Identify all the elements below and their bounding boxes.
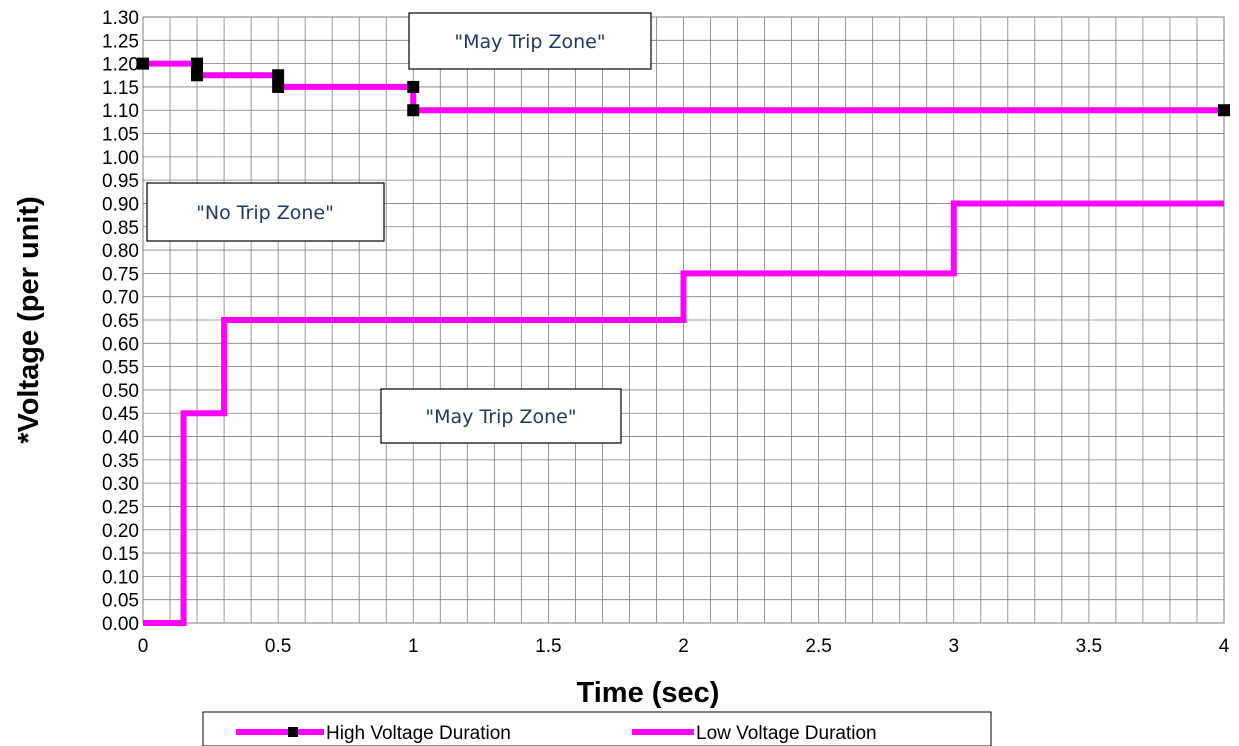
- y-tick-label: 0.80: [102, 241, 139, 262]
- legend-marker-high-voltage: [288, 727, 298, 737]
- legend-label-low-voltage: Low Voltage Duration: [696, 723, 877, 744]
- y-tick-labels: 0.000.05 0.100.150.20 0.250.300.350.40 0.45…: [102, 8, 139, 635]
- y-tick-label: 0.60: [102, 334, 139, 355]
- x-tick-label: 3: [948, 636, 959, 657]
- y-tick-label: 1.20: [102, 55, 139, 76]
- x-axis-title: Time (sec): [577, 677, 720, 709]
- y-tick-label: 0.05: [102, 591, 139, 612]
- y-tick-label: 0.35: [102, 451, 139, 472]
- y-tick-label: 0.85: [102, 218, 139, 239]
- series-layer: [137, 57, 1230, 626]
- x-tick-label: 2: [678, 636, 689, 657]
- y-tick-label: 1.25: [102, 31, 139, 52]
- y-tick-label: 0.95: [102, 171, 139, 192]
- series-point-high-voltage: [1218, 104, 1230, 117]
- legend: High Voltage Duration Low Voltage Durati…: [202, 711, 992, 746]
- series-point-high-voltage: [272, 80, 285, 93]
- x-tick-label: 3.5: [1076, 636, 1102, 657]
- y-tick-label: 0.50: [102, 381, 139, 402]
- x-tick-label: 1.5: [535, 636, 561, 657]
- x-tick-labels: 0 0.5 1 1.5 2 2.5 3 3.5 4: [138, 636, 1230, 657]
- y-tick-label: 0.40: [102, 428, 139, 449]
- y-tick-label: 0.55: [102, 358, 139, 379]
- y-tick-label: 0.15: [102, 544, 139, 565]
- legend-item-low-voltage: Low Voltage Duration: [632, 723, 877, 744]
- series-point-high-voltage: [137, 57, 149, 70]
- annotation-may-trip-upper: "May Trip Zone": [408, 12, 652, 70]
- series-point-high-voltage: [191, 69, 204, 82]
- y-tick-label: 0.45: [102, 404, 139, 425]
- y-axis-title: *Voltage (per unit): [13, 196, 45, 444]
- annotation-text-1: "May Trip Zone": [454, 31, 605, 53]
- y-tick-label: 0.90: [102, 194, 139, 215]
- series-point-high-voltage: [272, 69, 285, 82]
- legend-item-high-voltage: High Voltage Duration: [236, 723, 511, 744]
- series-line-low-voltage: [143, 200, 1224, 626]
- annotation-no-trip: "No Trip Zone": [146, 182, 385, 242]
- series-point-high-voltage: [191, 57, 204, 70]
- y-tick-label: 1.10: [102, 101, 139, 122]
- series-point-high-voltage: [407, 80, 420, 93]
- annotation-may-trip-lower: "May Trip Zone": [380, 388, 622, 444]
- annotation-text-3: "May Trip Zone": [425, 406, 576, 428]
- annotation-text-2: "No Trip Zone": [196, 202, 334, 224]
- x-tick-label: 0: [138, 636, 149, 657]
- y-tick-label: 0.65: [102, 311, 139, 332]
- y-tick-label: 1.15: [102, 78, 139, 99]
- plot-area: [142, 16, 1225, 624]
- series-point-high-voltage: [407, 104, 420, 117]
- y-tick-label: 1.30: [102, 8, 139, 29]
- y-tick-label: 0.30: [102, 474, 139, 495]
- y-tick-label: 0.00: [102, 614, 139, 635]
- y-tick-label: 0.25: [102, 497, 139, 518]
- y-tick-label: 1.00: [102, 148, 139, 169]
- y-tick-label: 0.75: [102, 264, 139, 285]
- x-tick-label: 0.5: [265, 636, 291, 657]
- x-tick-label: 2.5: [805, 636, 831, 657]
- y-tick-label: 1.05: [102, 125, 139, 146]
- y-tick-label: 0.20: [102, 521, 139, 542]
- y-tick-label: 0.10: [102, 567, 139, 588]
- x-tick-label: 1: [408, 636, 419, 657]
- legend-label-high-voltage: High Voltage Duration: [326, 723, 511, 744]
- y-tick-label: 0.70: [102, 288, 139, 309]
- x-tick-label: 4: [1219, 636, 1230, 657]
